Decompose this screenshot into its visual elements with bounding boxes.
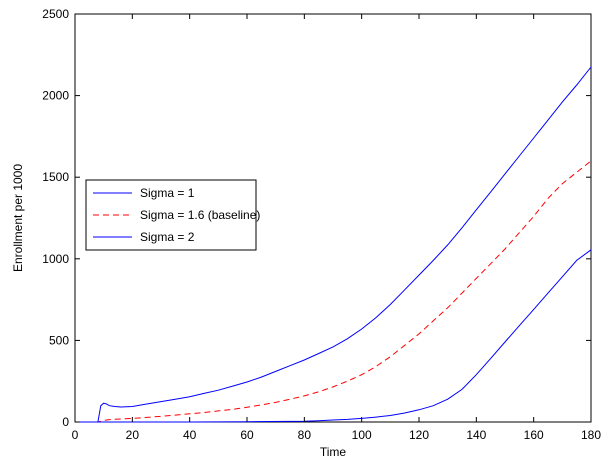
y-tick-label: 1000 [42, 252, 69, 266]
legend-label-1: Sigma = 1 [140, 186, 195, 200]
series-line-1 [75, 66, 592, 423]
x-tick-label: 140 [466, 428, 486, 442]
plot-frame [74, 13, 592, 423]
x-tick-label: 180 [581, 428, 601, 442]
x-tick-label: 60 [240, 428, 254, 442]
plot-area [74, 13, 592, 423]
series-line-2 [75, 160, 592, 423]
legend-label-3: Sigma = 2 [140, 230, 195, 244]
y-tick-label: 1500 [42, 170, 69, 184]
x-tick-label: 100 [352, 428, 372, 442]
x-axis-label: Time [320, 445, 347, 459]
legend-label-2: Sigma = 1.6 (baseline) [140, 208, 260, 222]
series-line-3 [75, 249, 592, 423]
series-layer [75, 66, 592, 423]
y-axis-label: Enrollment per 1000 [11, 164, 25, 272]
y-axis-ticks: 0 500 1000 1500 2000 2500 [42, 7, 591, 429]
x-tick-label: 0 [72, 428, 79, 442]
x-tick-label: 80 [298, 428, 312, 442]
x-tick-label: 20 [126, 428, 140, 442]
legend: Sigma = 1 Sigma = 1.6 (baseline) Sigma = 2 [85, 179, 260, 251]
x-tick-label: 40 [183, 428, 197, 442]
y-tick-label: 0 [62, 415, 69, 429]
x-tick-label: 120 [409, 428, 429, 442]
x-axis-ticks: 0 20 40 60 80 100 120 140 160 180 [72, 14, 601, 442]
y-tick-label: 500 [49, 333, 69, 347]
x-tick-label: 160 [524, 428, 544, 442]
y-tick-label: 2000 [42, 89, 69, 103]
y-tick-label: 2500 [42, 7, 69, 21]
